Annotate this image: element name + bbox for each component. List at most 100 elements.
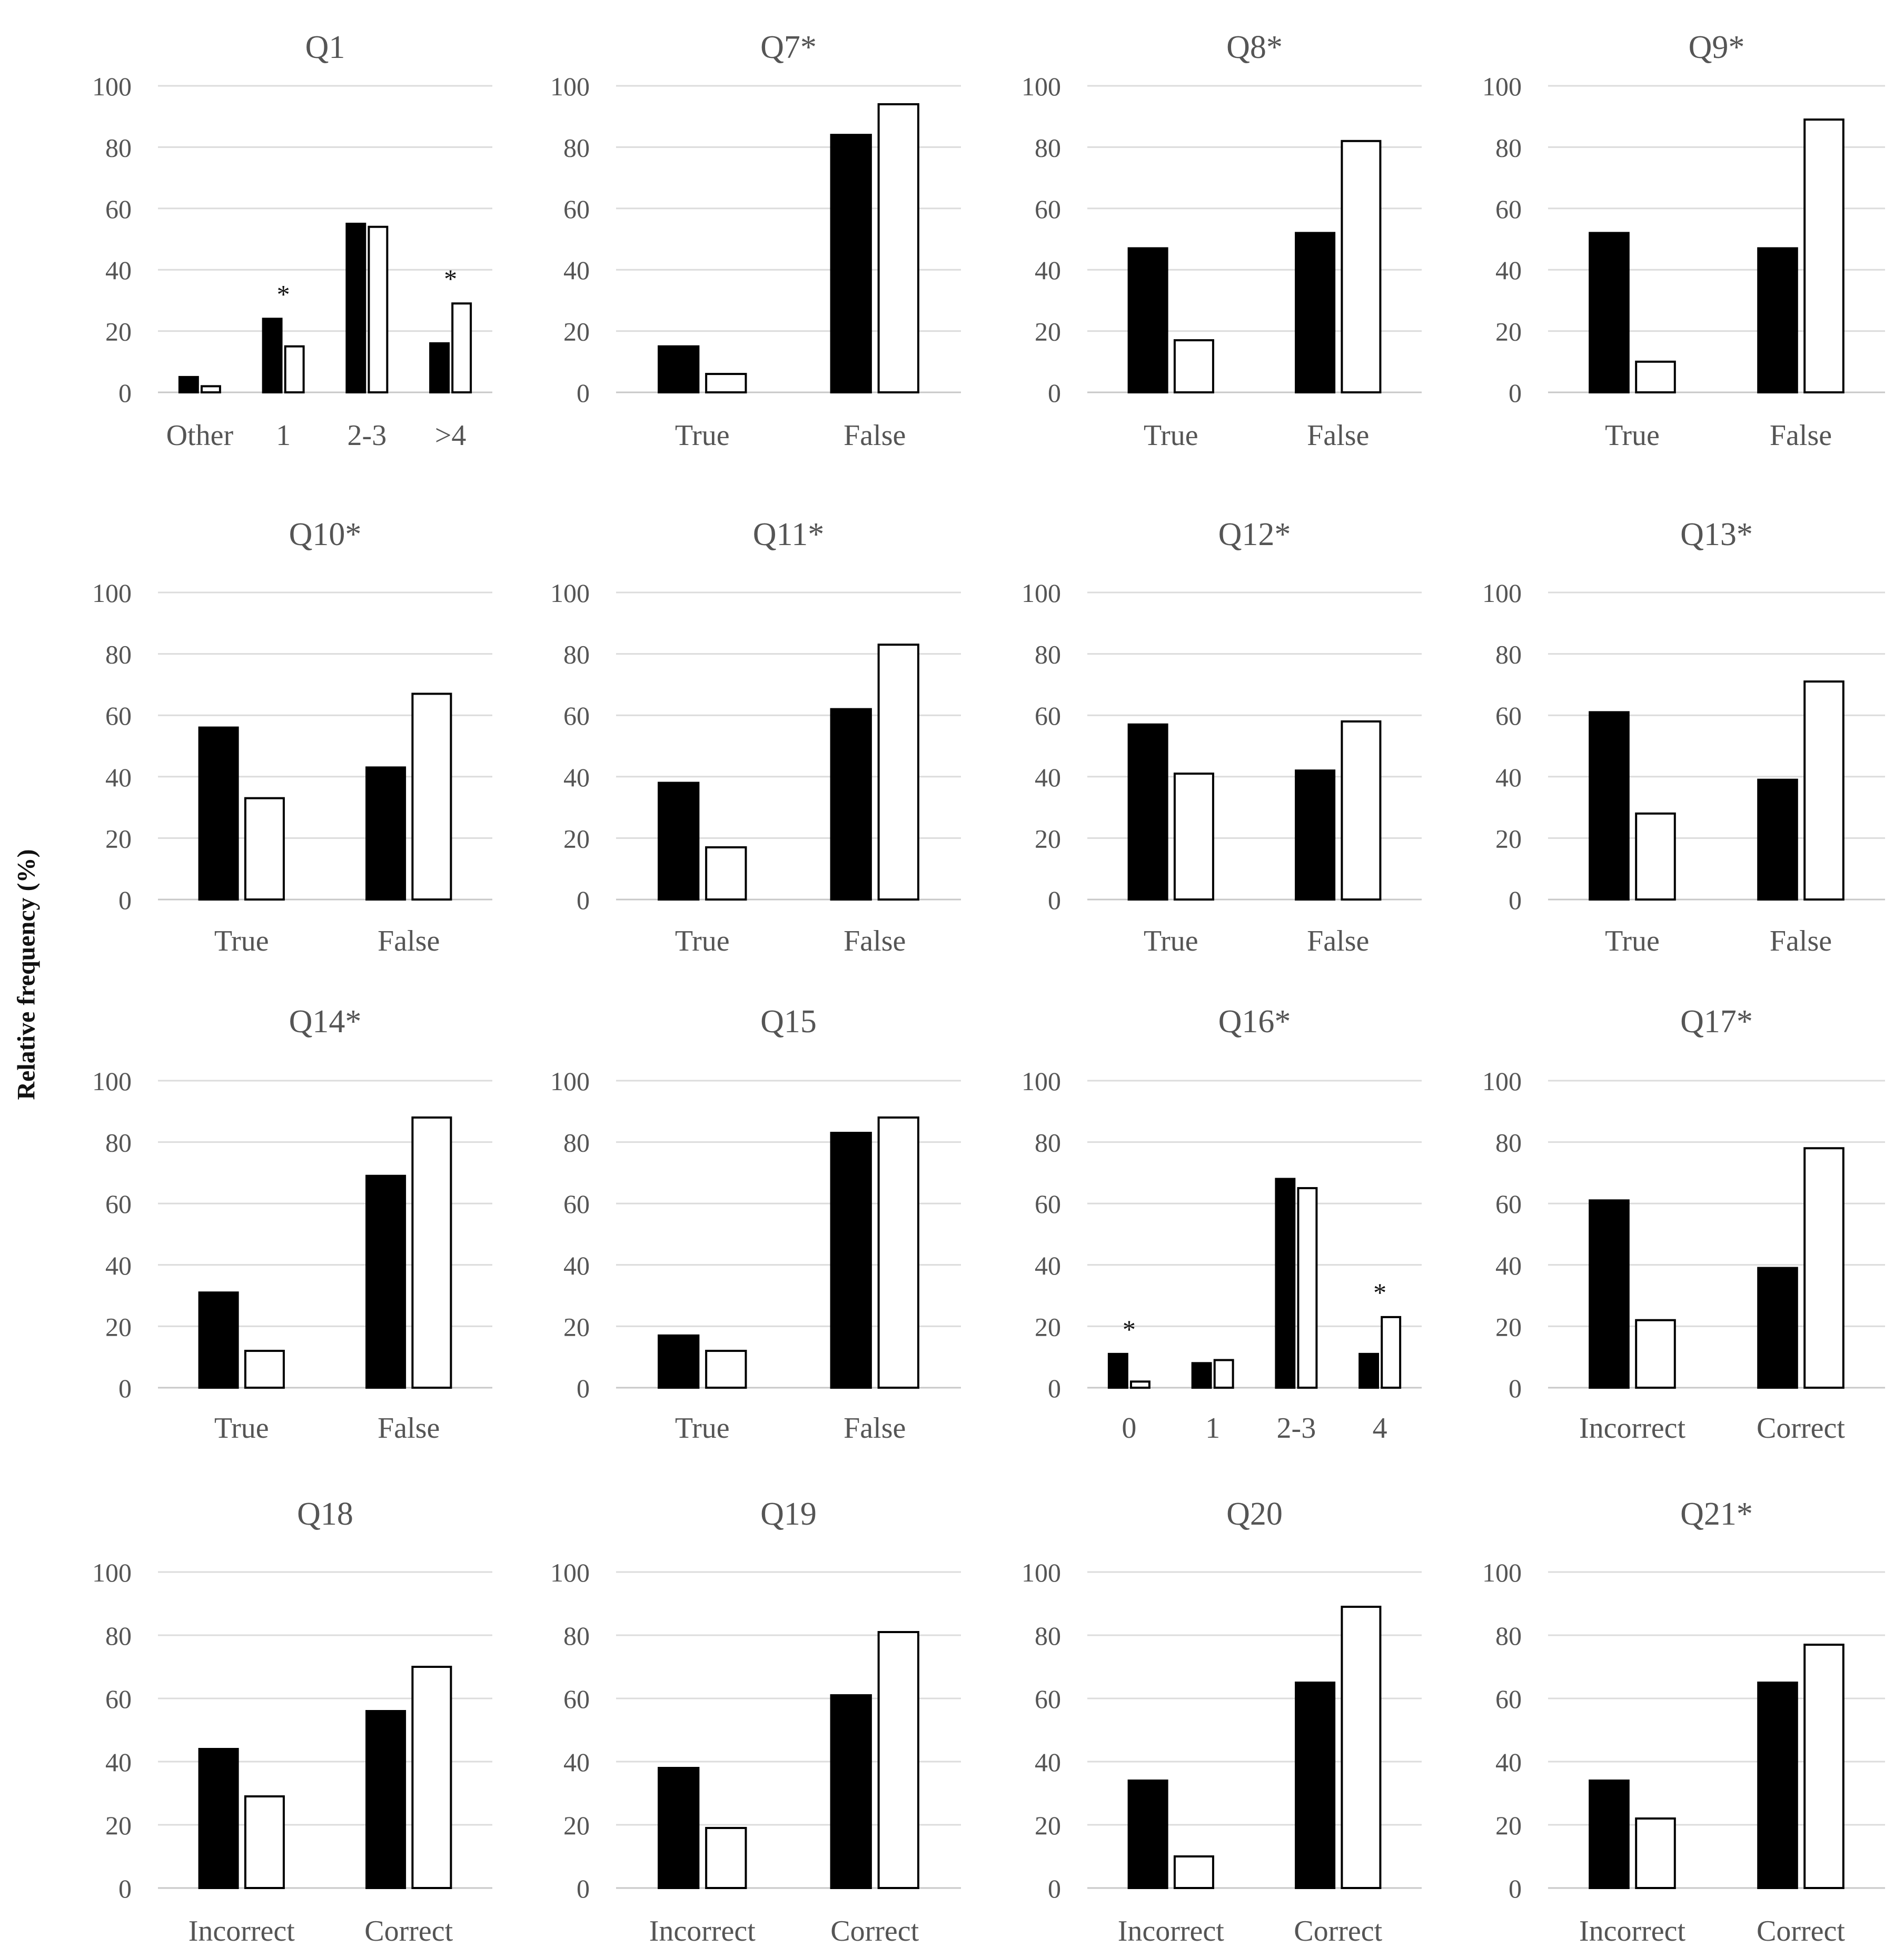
chart-title: Q1 [305, 29, 345, 65]
y-tick-label: 100 [1022, 1558, 1061, 1587]
y-tick-label: 0 [1509, 885, 1522, 915]
bar-black [1358, 1352, 1380, 1389]
y-tick-label: 100 [1482, 578, 1522, 608]
bar-black [198, 726, 239, 901]
bar-black [1127, 247, 1168, 393]
bar-black [658, 345, 700, 394]
bar-black [1295, 769, 1336, 901]
significance-marker: * [444, 264, 457, 293]
y-tick-label: 20 [1035, 317, 1061, 347]
bar-white [451, 302, 472, 393]
y-tick-label: 100 [92, 72, 132, 101]
bar-black [198, 1291, 239, 1389]
bar-black [658, 1334, 700, 1389]
y-tick-label: 60 [563, 1189, 590, 1219]
y-tick-label: 0 [118, 1373, 132, 1403]
chart-title: Q15 [760, 1004, 817, 1040]
y-tick-label: 0 [1048, 1874, 1061, 1903]
chart-panel-2: Q7* 0 20 40 60 80 100 True False [550, 29, 961, 452]
y-tick-label: 80 [1495, 640, 1522, 669]
y-tick-label: 100 [550, 1066, 590, 1096]
bar-white [411, 1116, 452, 1389]
y-tick-label: 40 [1495, 763, 1522, 792]
bar-black [1589, 711, 1630, 901]
category-label: Correct [1757, 1412, 1845, 1445]
y-tick-label: 80 [1495, 1128, 1522, 1158]
bar-black [1757, 1682, 1798, 1889]
bar-black [1757, 778, 1798, 901]
bar-black [1589, 1780, 1630, 1889]
category-label: False [378, 925, 440, 957]
significance-marker: * [1373, 1278, 1386, 1307]
y-tick-label: 100 [550, 72, 590, 101]
bar-black [658, 1767, 700, 1889]
y-tick-label: 20 [563, 317, 590, 347]
bar-white [705, 1350, 747, 1389]
y-tick-label: 40 [1035, 1747, 1061, 1777]
y-tick-label: 100 [1022, 72, 1061, 101]
bar-white [877, 1116, 919, 1389]
y-tick-label: 80 [105, 133, 132, 162]
y-tick-label: 60 [1035, 194, 1061, 224]
category-label: True [1605, 419, 1660, 452]
category-label: False [1770, 925, 1832, 957]
bar-white [1129, 1380, 1151, 1389]
y-tick-label: 80 [563, 1128, 590, 1158]
y-tick-label: 80 [1035, 1621, 1061, 1650]
category-label: Incorrect [1579, 1412, 1686, 1445]
y-tick-label: 0 [118, 1874, 132, 1903]
bar-black [365, 1174, 406, 1389]
category-label: 1 [1205, 1412, 1220, 1445]
bar-black [1107, 1352, 1128, 1389]
bar-white [1173, 339, 1214, 393]
y-tick-label: 20 [563, 1312, 590, 1341]
y-tick-label: 0 [1048, 885, 1061, 915]
y-tick-label: 20 [1495, 317, 1522, 347]
y-tick-label: 40 [1035, 1251, 1061, 1280]
bar-white [1635, 360, 1676, 393]
y-tick-label: 60 [1495, 1684, 1522, 1714]
bar-white [1635, 812, 1676, 901]
category-label: False [1307, 419, 1369, 452]
y-tick-label: 20 [1495, 1312, 1522, 1341]
bar-white [1341, 140, 1382, 393]
y-tick-label: 0 [118, 885, 132, 915]
y-tick-label: 80 [105, 1621, 132, 1650]
bar-white [200, 385, 221, 393]
bar-white [1297, 1187, 1318, 1389]
bar-black [1275, 1178, 1296, 1389]
chart-panel-15: Q20 0 20 40 60 80 100 Incorrect Correct [1022, 1496, 1422, 1947]
y-tick-label: 60 [563, 701, 590, 730]
y-tick-label: 0 [577, 1373, 590, 1403]
y-tick-label: 60 [1495, 1189, 1522, 1219]
bar-black [365, 1710, 406, 1889]
y-tick-label: 0 [1048, 1373, 1061, 1403]
bar-black [830, 708, 872, 901]
bar-white [1381, 1316, 1402, 1389]
y-tick-label: 40 [1495, 1251, 1522, 1280]
y-tick-label: 0 [577, 1874, 590, 1903]
chart-panel-9: Q14* 0 20 40 60 80 100 True False [92, 1004, 492, 1445]
chart-panel-1: Q1 0 20 40 60 80 100 Other * 1 2-3 * >4 [92, 29, 492, 452]
bar-white [1213, 1359, 1234, 1389]
bar-white [244, 797, 285, 901]
chart-title: Q17* [1680, 1004, 1753, 1040]
y-tick-label: 0 [1509, 1373, 1522, 1403]
chart-panel-14: Q19 0 20 40 60 80 100 Incorrect Correct [550, 1496, 961, 1947]
y-tick-label: 40 [105, 255, 132, 285]
category-label: Other [166, 419, 234, 452]
category-label: Correct [1294, 1915, 1382, 1947]
bar-black [262, 318, 283, 393]
y-tick-label: 100 [550, 1558, 590, 1587]
bar-black [1191, 1362, 1212, 1389]
bar-black [178, 375, 199, 394]
y-tick-label: 80 [563, 640, 590, 669]
y-tick-label: 20 [1495, 1811, 1522, 1840]
y-tick-label: 100 [92, 578, 132, 608]
bar-white [1803, 1147, 1845, 1389]
y-tick-label: 40 [1495, 1747, 1522, 1777]
y-tick-label: 60 [563, 194, 590, 224]
category-label: >4 [435, 419, 467, 452]
y-tick-label: 100 [92, 1558, 132, 1587]
